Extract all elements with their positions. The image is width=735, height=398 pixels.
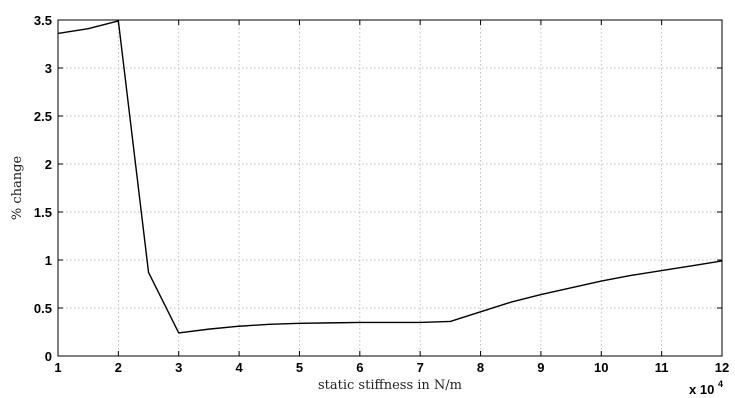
y-tick-label: 3 bbox=[45, 61, 52, 76]
x-tick-label: 11 bbox=[655, 360, 669, 375]
x-tick-label: 8 bbox=[477, 360, 484, 375]
x-tick-label: 5 bbox=[296, 360, 303, 375]
y-tick-label: 1.5 bbox=[34, 205, 52, 220]
x-tick-label: 12 bbox=[715, 360, 729, 375]
y-tick-label: 1 bbox=[45, 253, 52, 268]
x-tick-label: 9 bbox=[537, 360, 544, 375]
y-tick-label: 2 bbox=[45, 157, 52, 172]
x-tick-label: 6 bbox=[356, 360, 363, 375]
x-axis-multiplier: x 10 4 bbox=[689, 379, 723, 397]
y-axis-label: % change bbox=[10, 156, 25, 221]
x-multiplier-base: x 10 bbox=[689, 382, 714, 397]
x-tick-label: 1 bbox=[54, 360, 61, 375]
series-layer bbox=[57, 20, 723, 334]
y-tick-label: 0.5 bbox=[34, 301, 52, 316]
x-multiplier-exponent: 4 bbox=[718, 379, 723, 389]
y-tick-label: 3.5 bbox=[34, 13, 52, 28]
series-line bbox=[57, 20, 723, 334]
y-tick-label: 0 bbox=[45, 349, 52, 364]
x-axis-label: static stiffness in N/m bbox=[318, 378, 462, 393]
x-tick-label: 10 bbox=[594, 360, 608, 375]
plot-frame bbox=[57, 19, 723, 357]
axis-ticks bbox=[57, 19, 723, 357]
grid-lines bbox=[58, 20, 722, 356]
y-tick-label: 2.5 bbox=[34, 109, 52, 124]
x-tick-label: 2 bbox=[115, 360, 122, 375]
x-tick-label: 7 bbox=[417, 360, 424, 375]
x-tick-label: 4 bbox=[235, 360, 243, 375]
x-tick-label: 3 bbox=[175, 360, 182, 375]
